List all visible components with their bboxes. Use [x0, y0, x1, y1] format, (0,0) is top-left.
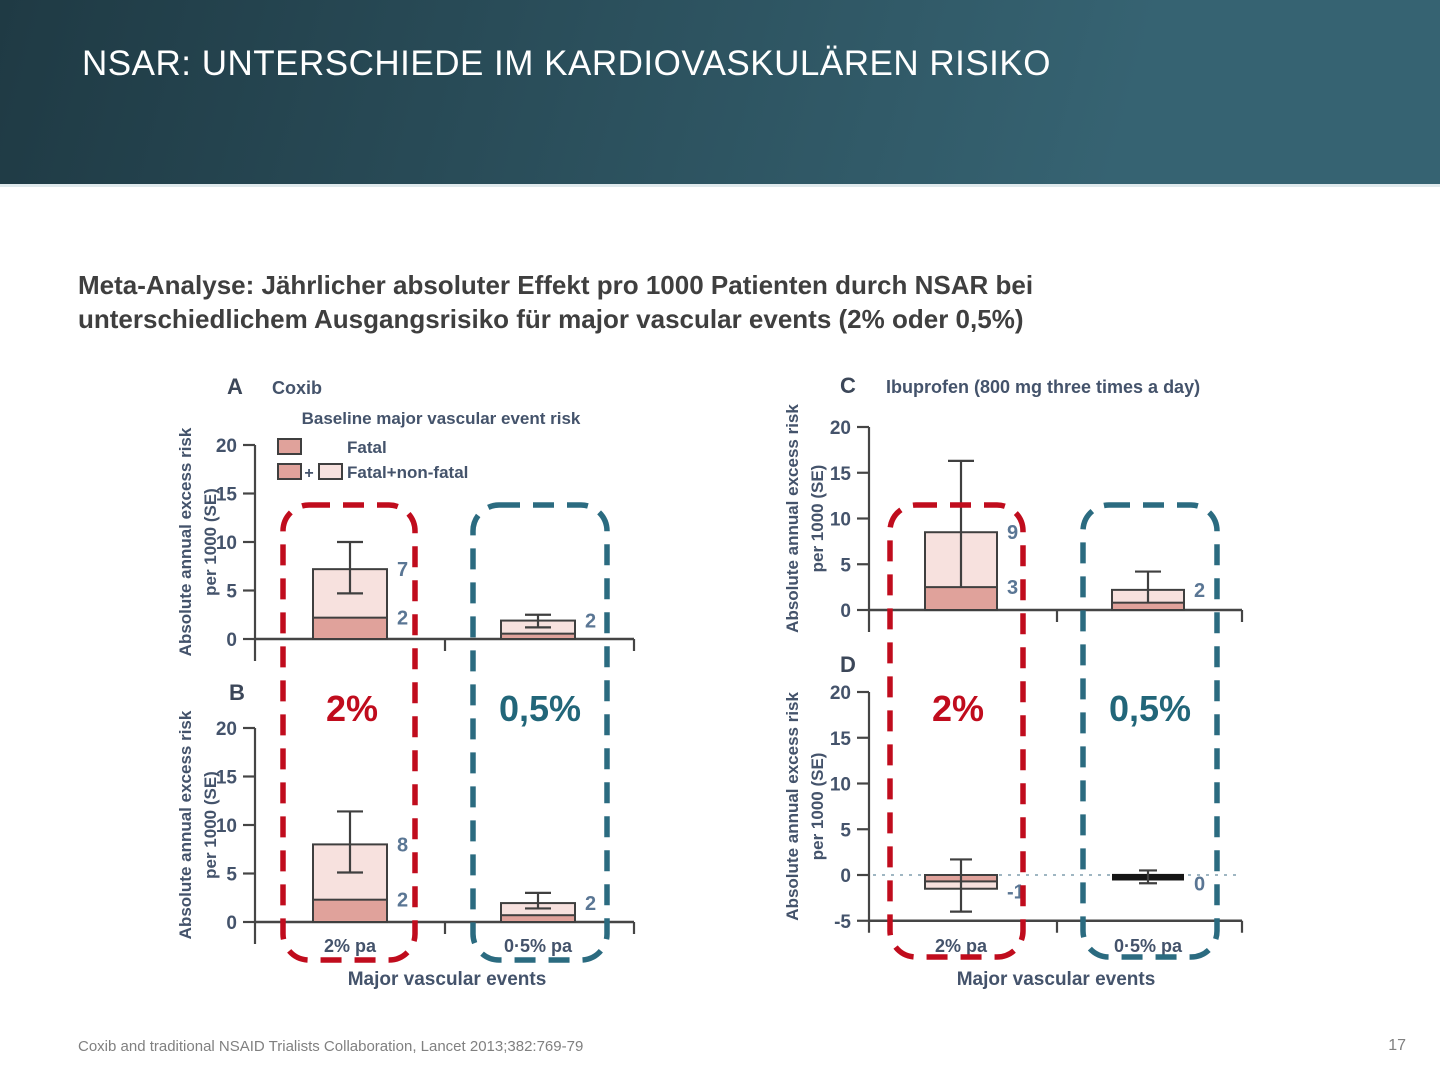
y-axis-label: per 1000 (SE) — [201, 771, 220, 879]
y-tick-label: 20 — [216, 436, 237, 457]
subtitle-line-1: Meta-Analyse: Jährlicher absoluter Effek… — [78, 270, 1034, 300]
bar-fatal — [500, 914, 576, 924]
y-tick-label: 10 — [830, 775, 851, 796]
panel-d: D Absolute annual excess risk per 1000 (SE… — [783, 652, 1244, 990]
legend-title: Baseline major vascular event risk — [302, 409, 581, 428]
panel-c-bar-2: 2 — [1111, 570, 1205, 611]
value-label-fatal: 2 — [397, 890, 408, 912]
y-tick-label: 15 — [830, 464, 852, 485]
panel-d-bar-1: -1 — [924, 858, 1025, 913]
y-tick-label: 10 — [216, 816, 237, 837]
y-tick-label: 10 — [830, 510, 851, 531]
legend-swatch-nonfatal — [318, 463, 343, 480]
risk-label-0p5pct: 0,5% — [1109, 688, 1191, 729]
bar-fatal — [500, 632, 576, 640]
legend: Baseline major vascular event riskFatal+… — [277, 409, 581, 482]
value-label-fatal: 3 — [1007, 577, 1018, 599]
panel-a-bar-2: 2 — [500, 611, 596, 641]
y-tick-label: 15 — [216, 768, 238, 789]
y-tick-label: 5 — [226, 582, 237, 603]
x-category-label: 0·5% pa — [1114, 936, 1183, 956]
page-number: 17 — [1388, 1037, 1406, 1054]
x-category-label: 0·5% pa — [504, 936, 573, 956]
bar-fatal — [312, 616, 388, 640]
y-tick-label: -5 — [834, 912, 851, 933]
panel-b-bar-1: 82 — [312, 810, 408, 924]
y-tick-label: 0 — [226, 630, 237, 651]
y-tick-label: 20 — [830, 418, 851, 439]
y-tick-label: 5 — [840, 820, 851, 841]
value-label-total: 8 — [397, 834, 408, 856]
value-label-total: 0 — [1194, 873, 1205, 895]
y-tick-label: 20 — [216, 719, 237, 740]
y-axis-label: per 1000 (SE) — [808, 753, 827, 861]
legend-plus-sign: + — [304, 465, 313, 482]
y-tick-label: 0 — [840, 866, 851, 887]
x-category-label: 2% pa — [324, 936, 377, 956]
risk-label-2pct: 2% — [932, 688, 984, 729]
risk-label-2pct: 2% — [326, 688, 378, 729]
highlight-box-2pct-left — [280, 502, 418, 963]
x-axis-title: Major vascular events — [957, 969, 1156, 990]
x-axis-title: Major vascular events — [348, 969, 547, 990]
y-tick-label: 20 — [830, 683, 851, 704]
value-label-total: 2 — [585, 611, 596, 633]
panel-d-bar-2: 0 — [1112, 869, 1205, 895]
panel-b: B Absolute annual excess risk per 1000 (SE… — [176, 680, 636, 990]
value-label-total: 2 — [585, 893, 596, 915]
panel-c-letter: C — [840, 373, 856, 398]
panel-d-letter: D — [840, 652, 856, 677]
panel-c-title: Ibuprofen (800 mg three times a day) — [886, 377, 1200, 397]
legend-swatch-fatal — [277, 438, 302, 455]
value-label-total: 2 — [1194, 580, 1205, 602]
bar-fatal — [924, 586, 998, 611]
risk-label-0p5pct: 0,5% — [499, 688, 581, 729]
legend-label-fatal: Fatal — [347, 438, 387, 457]
y-axis-label: Absolute annual excess risk — [783, 692, 802, 921]
y-axis-label: Absolute annual excess risk — [783, 404, 802, 633]
value-label-fatal: 2 — [397, 608, 408, 630]
y-tick-label: 10 — [216, 533, 237, 554]
panel-b-bar-2: 2 — [500, 891, 596, 924]
slide-title: NSAR: UNTERSCHIEDE IM KARDIOVASKULÄREN R… — [82, 44, 1051, 83]
y-tick-label: 5 — [226, 865, 237, 886]
y-axis-label: per 1000 (SE) — [808, 465, 827, 573]
panel-a: A Coxib Absolute annual excess risk per 100… — [176, 374, 636, 661]
y-axis-label: Absolute annual excess risk — [176, 710, 195, 939]
x-category-label: 2% pa — [935, 936, 988, 956]
y-axis-label: per 1000 (SE) — [201, 488, 220, 596]
panel-a-title: Coxib — [272, 378, 322, 398]
y-axis-label: Absolute annual excess risk — [176, 427, 195, 656]
panel-a-bar-1: 72 — [312, 540, 408, 640]
bar-fatal — [1111, 601, 1185, 611]
value-label-total: 7 — [397, 559, 408, 581]
y-tick-label: 0 — [226, 913, 237, 934]
subtitle-line-2: unterschiedlichem Ausgangsrisiko für maj… — [78, 304, 1024, 334]
panel-c: C Ibuprofen (800 mg three times a day) Abs… — [783, 373, 1244, 633]
legend-swatch-fatal-2 — [277, 463, 302, 480]
value-label-total: 9 — [1007, 522, 1018, 544]
slide-subtitle: Meta-Analyse: Jährlicher absoluter Effek… — [78, 268, 1033, 336]
footer-citation: Coxib and traditional NSAID Trialists Co… — [78, 1038, 584, 1055]
y-tick-label: 15 — [216, 485, 238, 506]
legend-label-nonfatal: Fatal+non-fatal — [347, 463, 468, 482]
y-tick-label: 15 — [830, 729, 852, 750]
highlight-box-0p5pct-right — [1080, 502, 1220, 960]
y-tick-label: 0 — [840, 601, 851, 622]
panel-a-letter: A — [227, 374, 243, 399]
panel-b-letter: B — [229, 680, 245, 705]
panel-c-bar-1: 93 — [924, 459, 1018, 611]
slide-header: NSAR: UNTERSCHIEDE IM KARDIOVASKULÄREN R… — [0, 0, 1440, 187]
bar-fatal — [312, 898, 388, 924]
highlight-box-2pct-right — [887, 502, 1026, 960]
y-tick-label: 5 — [840, 555, 851, 576]
highlight-box-0p5pct-left — [470, 502, 610, 963]
